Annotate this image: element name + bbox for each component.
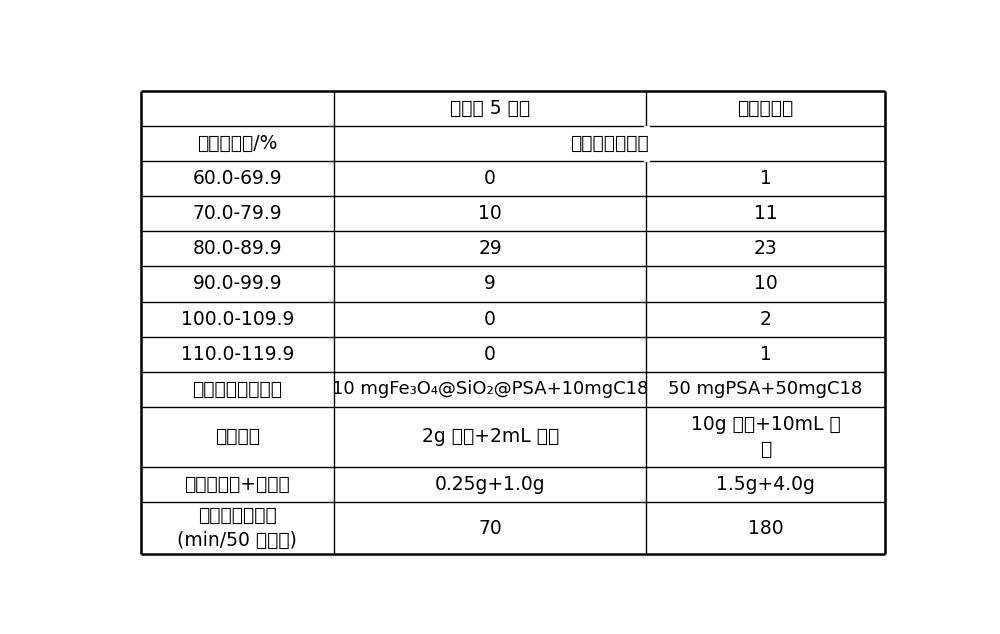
- Text: 29: 29: [478, 239, 502, 258]
- Text: 回收率范围/%: 回收率范围/%: [197, 134, 277, 153]
- Text: 80.0-89.9: 80.0-89.9: [192, 239, 282, 258]
- Text: 0: 0: [484, 169, 496, 188]
- Text: 70.0-79.9: 70.0-79.9: [192, 204, 282, 223]
- Text: 10: 10: [478, 204, 502, 223]
- Text: 前处理消耗时间
(min/50 个样品): 前处理消耗时间 (min/50 个样品): [177, 506, 297, 550]
- Text: 50 mgPSA+50mgC18: 50 mgPSA+50mgC18: [668, 380, 863, 398]
- Text: 10g 样品+10mL 乙
腺: 10g 样品+10mL 乙 腺: [691, 415, 840, 459]
- Text: 1: 1: [760, 169, 771, 188]
- Text: 70: 70: [478, 519, 502, 538]
- Text: 0.25g+1.0g: 0.25g+1.0g: [435, 475, 545, 494]
- Text: 1: 1: [760, 345, 771, 364]
- Text: 样品用量: 样品用量: [215, 427, 260, 446]
- Text: 10 mgFe₃O₄@SiO₂@PSA+10mgC18: 10 mgFe₃O₄@SiO₂@PSA+10mgC18: [332, 380, 648, 398]
- Text: 2: 2: [760, 309, 771, 328]
- Text: 0: 0: [484, 309, 496, 328]
- Text: 0: 0: [484, 345, 496, 364]
- Text: 10: 10: [754, 275, 777, 294]
- Text: 90.0-99.9: 90.0-99.9: [192, 275, 282, 294]
- Text: 净化吸附剂的用量: 净化吸附剂的用量: [192, 380, 282, 399]
- Text: 9: 9: [484, 275, 496, 294]
- Text: 无水硫酸镁+氯化钓: 无水硫酸镁+氯化钓: [184, 475, 290, 494]
- Bar: [644, 126, 649, 161]
- Text: 110.0-119.9: 110.0-119.9: [181, 345, 294, 364]
- Text: 60.0-69.9: 60.0-69.9: [192, 169, 282, 188]
- Text: 100.0-109.9: 100.0-109.9: [181, 309, 294, 328]
- Text: 180: 180: [748, 519, 783, 538]
- Text: 2g 样品+2mL 乙腺: 2g 样品+2mL 乙腺: [422, 427, 559, 446]
- Text: 1.5g+4.0g: 1.5g+4.0g: [716, 475, 815, 494]
- Text: 23: 23: [754, 239, 777, 258]
- Text: 11: 11: [754, 204, 777, 223]
- Text: 对比例方法: 对比例方法: [737, 99, 794, 118]
- Text: 实施例 5 方法: 实施例 5 方法: [450, 99, 530, 118]
- Text: 农药化合物分布: 农药化合物分布: [570, 134, 649, 153]
